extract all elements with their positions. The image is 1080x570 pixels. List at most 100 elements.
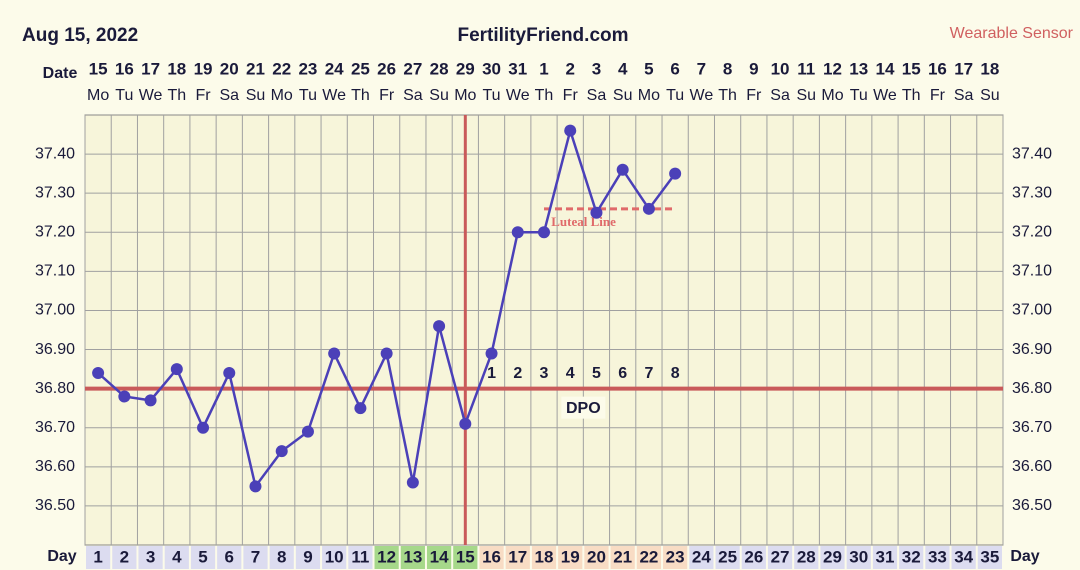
date-label: 20 [220, 59, 239, 78]
day-number: 26 [744, 547, 763, 566]
date-label: Date [43, 65, 78, 82]
y-tick-label: 37.40 [1012, 145, 1052, 162]
day-number: 13 [403, 547, 422, 566]
temperature-point [669, 167, 682, 180]
weekday-label: Sa [403, 87, 423, 104]
day-number: 21 [613, 547, 632, 566]
day-number: 35 [980, 547, 999, 566]
temperature-point [590, 206, 603, 219]
temperature-point [616, 163, 629, 176]
day-cell [767, 546, 793, 569]
weekday-label: Th [535, 87, 554, 104]
date-label: 21 [246, 59, 265, 78]
weekday-label: Fr [195, 87, 211, 104]
temperature-point [511, 226, 524, 239]
dpo-label: DPO [566, 400, 601, 417]
plot-area [84, 114, 1004, 546]
day-number: 29 [823, 547, 842, 566]
weekday-label: Sa [770, 87, 790, 104]
weekday-label: We [139, 87, 163, 104]
y-tick-label: 36.60 [35, 458, 75, 475]
day-cell [112, 546, 137, 569]
weekday-label: Sa [219, 87, 239, 104]
day-cell [741, 546, 766, 569]
day-cell [794, 546, 819, 569]
day-number: 23 [666, 547, 685, 566]
day-cell [689, 546, 714, 569]
day-cell [505, 546, 530, 569]
weekday-label: Sa [587, 87, 607, 104]
date-label: 15 [902, 59, 921, 78]
day-cell [951, 546, 976, 569]
date-label: 4 [618, 59, 628, 78]
date-label: 31 [508, 59, 527, 78]
temperature-point [301, 425, 314, 438]
day-number: 2 [120, 547, 129, 566]
day-cell [374, 546, 399, 569]
weekday-label: Th [167, 87, 186, 104]
weekday-label: Tu [850, 87, 868, 104]
temperature-point [433, 320, 446, 333]
y-tick-label: 36.50 [1012, 497, 1052, 514]
temperature-point [275, 445, 288, 458]
day-number: 12 [377, 547, 396, 566]
temperature-point [459, 417, 472, 430]
day-number: 10 [325, 547, 344, 566]
date-label: 24 [325, 59, 344, 78]
day-number: 11 [351, 547, 369, 566]
day-label: Day [1010, 548, 1039, 565]
dpo-box [561, 396, 606, 419]
day-number: 17 [508, 547, 527, 566]
date-label: 16 [115, 59, 134, 78]
weekday-label: Mo [638, 87, 660, 104]
day-cell [269, 546, 294, 569]
day-number: 25 [718, 547, 737, 566]
date-label: 26 [377, 59, 396, 78]
weekday-label: Fr [746, 87, 762, 104]
weekday-label: Mo [821, 87, 843, 104]
date-label: 18 [167, 59, 186, 78]
weekday-label: Tu [666, 87, 684, 104]
weekday-label: Mo [271, 87, 293, 104]
day-number: 22 [639, 547, 658, 566]
date-label: 13 [849, 59, 868, 78]
dpo-number: 5 [592, 365, 601, 382]
y-tick-label: 36.80 [35, 380, 75, 397]
weekday-label: Mo [87, 87, 109, 104]
day-cell [479, 546, 504, 569]
day-number: 14 [430, 547, 449, 566]
y-tick-label: 37.10 [35, 263, 75, 280]
weekday-label: Sa [954, 87, 974, 104]
temperature-point [328, 347, 341, 360]
dpo-number: 4 [566, 365, 575, 382]
day-number: 28 [797, 547, 816, 566]
weekday-label: We [322, 87, 346, 104]
day-cell [820, 546, 845, 569]
day-number: 24 [692, 547, 711, 566]
day-cell [899, 546, 924, 569]
day-number: 3 [146, 547, 155, 566]
dpo-number: 6 [618, 365, 627, 382]
weekday-label: Tu [115, 87, 133, 104]
dpo-number: 2 [513, 365, 522, 382]
day-cell [426, 546, 452, 569]
day-cell [846, 546, 871, 569]
day-number: 19 [561, 547, 580, 566]
day-number: 30 [849, 547, 868, 566]
y-tick-label: 37.00 [1012, 302, 1052, 319]
temperature-point [485, 347, 498, 360]
temperature-point [144, 394, 157, 407]
temperature-point [564, 124, 577, 137]
source: Wearable Sensor [950, 25, 1074, 42]
day-cell [925, 546, 950, 569]
dpo-number: 7 [644, 365, 653, 382]
date-label: 7 [697, 59, 706, 78]
day-cell [872, 546, 898, 569]
weekday-label: Tu [299, 87, 317, 104]
day-cell [715, 546, 740, 569]
y-tick-label: 36.70 [1012, 419, 1052, 436]
temperature-point [406, 476, 419, 489]
weekday-label: Tu [483, 87, 501, 104]
